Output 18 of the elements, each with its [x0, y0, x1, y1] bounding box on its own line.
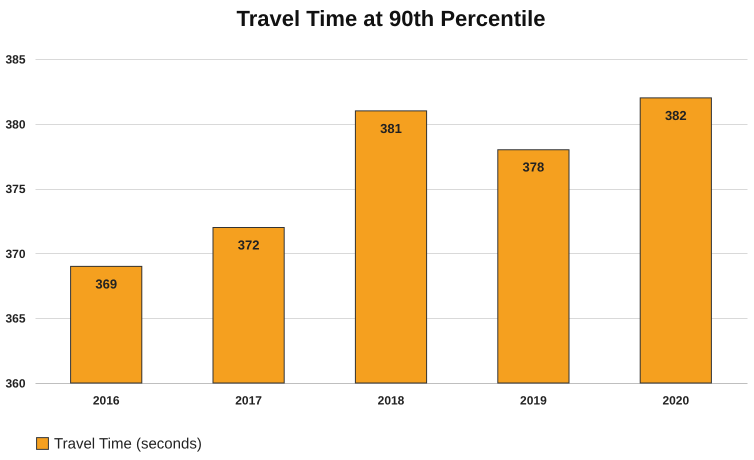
- data-label: 378: [522, 160, 544, 175]
- y-tick-label: 360: [5, 376, 26, 390]
- y-tick-label: 370: [5, 246, 26, 261]
- y-tick-label: 380: [5, 117, 26, 132]
- data-label: 382: [664, 108, 687, 123]
- x-tick-label: 2016: [92, 394, 120, 408]
- data-label: 372: [238, 237, 260, 252]
- data-label: 369: [95, 276, 118, 292]
- x-tick-label: 2017: [235, 394, 262, 408]
- y-tick-label: 385: [5, 52, 26, 66]
- data-label: 381: [380, 120, 402, 136]
- y-tick-label: 365: [5, 312, 26, 326]
- chart-title: Travel Time at 90th Percentile: [236, 6, 546, 31]
- y-tick-label: 375: [5, 182, 26, 196]
- x-tick-label: 2018: [378, 394, 405, 408]
- x-tick-label: 2020: [662, 394, 690, 408]
- legend-label: Travel Time (seconds): [54, 436, 202, 452]
- x-tick-label: 2019: [520, 394, 548, 408]
